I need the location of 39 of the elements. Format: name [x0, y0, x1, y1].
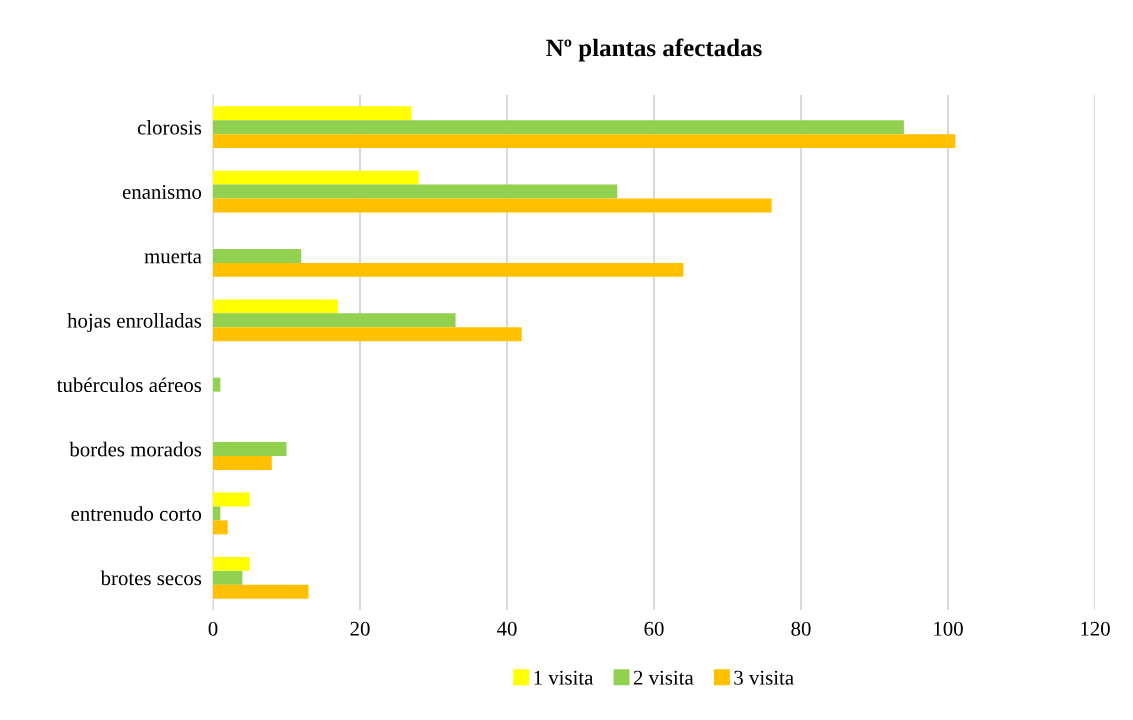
bar	[213, 262, 684, 277]
bar	[213, 456, 272, 470]
legend-label: 3 visita	[734, 670, 794, 685]
bar	[213, 106, 412, 121]
y-tick-label: enanismo	[122, 185, 202, 199]
bar	[213, 492, 250, 507]
x-tick-label: 20	[350, 621, 370, 636]
y-tick-label: brotes secos	[100, 570, 202, 586]
bar	[213, 377, 221, 392]
y-tick-label: clorosis	[137, 119, 202, 135]
y-tick-label: entrenudo corto	[71, 506, 202, 521]
bar	[213, 327, 522, 342]
y-tick-label: bordes morados	[69, 441, 202, 457]
x-tick-label: 120	[1081, 621, 1110, 636]
bar	[213, 442, 287, 457]
bar	[213, 584, 309, 599]
x-tick-label: 0	[208, 621, 218, 636]
bar	[213, 313, 456, 328]
bar	[213, 299, 338, 314]
legend-label: 1 visita	[534, 670, 594, 685]
x-tick-label: 80	[791, 621, 811, 636]
bar	[213, 506, 221, 521]
y-tick-label: muerta	[144, 251, 202, 264]
y-tick-label: tubérculos aéreos	[56, 377, 202, 393]
x-tick-label: 60	[644, 621, 664, 636]
bar	[213, 570, 243, 585]
bar	[213, 120, 904, 135]
x-tick-label: 40	[496, 621, 517, 636]
bar	[213, 520, 228, 535]
bar	[213, 198, 772, 213]
y-tick-label: hojas enrolladas	[67, 313, 202, 332]
legend-label: 2 visita	[633, 670, 694, 685]
x-tick-label: 100	[934, 621, 963, 636]
chart-title: Nº plantas afectadas	[546, 38, 762, 62]
bar	[213, 248, 302, 263]
bar	[213, 184, 618, 199]
bar	[213, 556, 250, 571]
bar	[213, 134, 956, 149]
bar	[213, 170, 419, 185]
